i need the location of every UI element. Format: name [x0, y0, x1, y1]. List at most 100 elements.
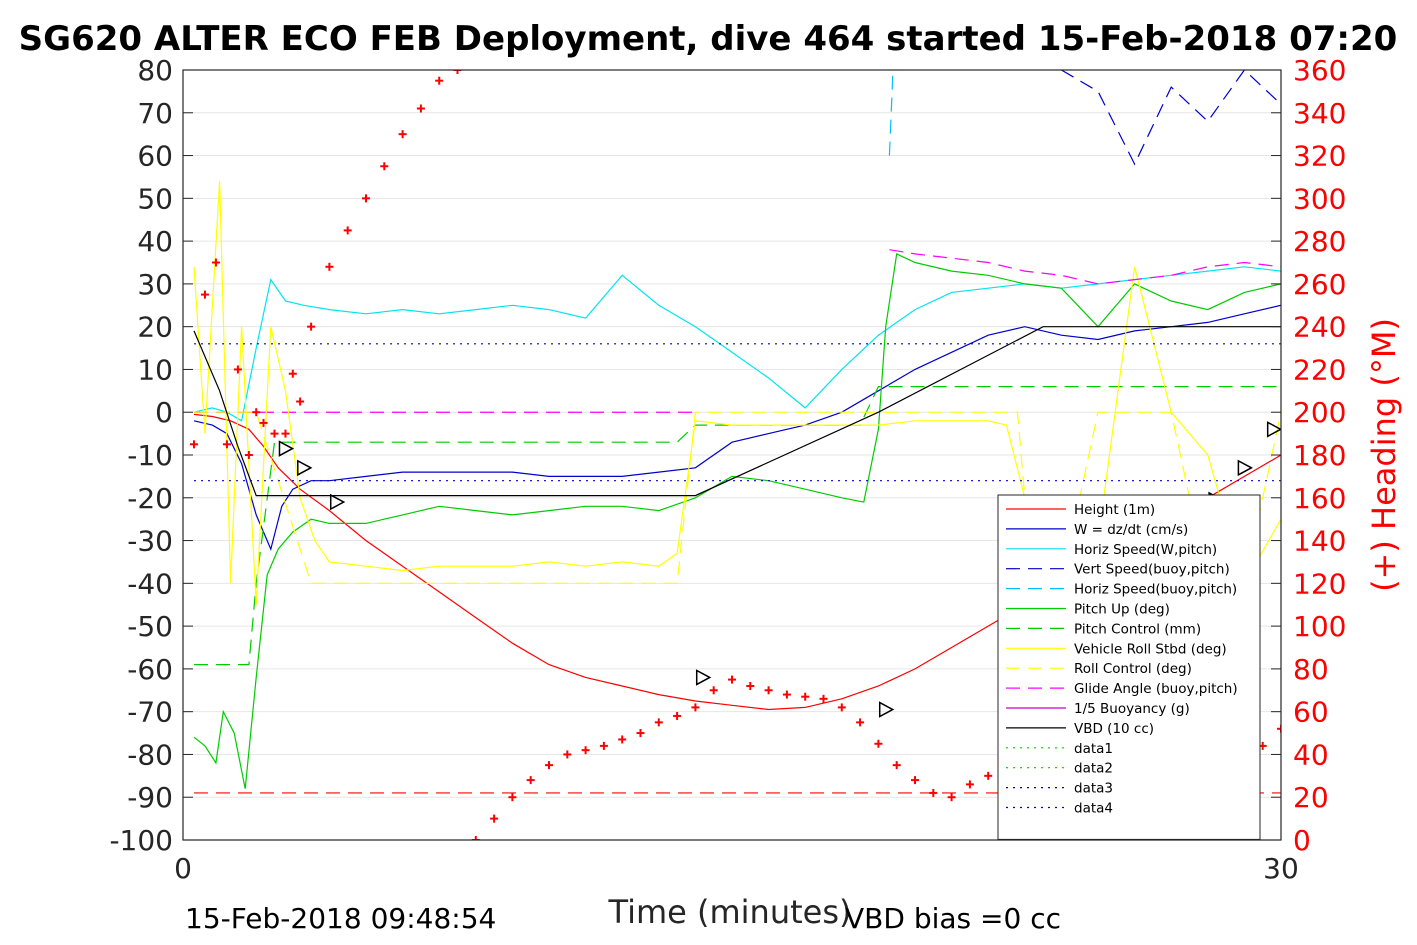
y-tick-label-left: -80 — [127, 738, 173, 771]
y-tick-label-right: 20 — [1293, 781, 1329, 814]
heading-point — [819, 694, 828, 703]
heading-point — [965, 780, 974, 789]
legend-label-data4: data4 — [1074, 801, 1113, 817]
legend-label-horiz_speed: Horiz Speed(W,pitch) — [1074, 542, 1217, 558]
vbd-marker — [278, 440, 295, 457]
legend-label-roll: Vehicle Roll Stbd (deg) — [1074, 641, 1227, 657]
heading-point — [508, 793, 517, 802]
chart-title: SG620 ALTER ECO FEB Deployment, dive 464… — [19, 19, 1398, 59]
heading-point — [453, 70, 462, 74]
legend-label-data2: data2 — [1074, 761, 1113, 777]
vbd-marker — [1266, 421, 1281, 438]
y-tick-label-left: 0 — [155, 396, 173, 429]
heading-point — [728, 675, 736, 684]
series-pitch_up — [193, 253, 1281, 789]
heading-point — [801, 692, 810, 701]
y-tick-label-right: 140 — [1293, 525, 1346, 558]
legend-label-data1: data1 — [1074, 741, 1113, 757]
heading-point — [782, 690, 791, 699]
heading-point — [654, 718, 663, 727]
legend-label-horiz_speed_buoy: Horiz Speed(buoy,pitch) — [1074, 582, 1237, 598]
y-tick-label-left: -60 — [127, 653, 173, 686]
series-glide_angle — [889, 249, 1281, 285]
y-tick-label-right: 60 — [1293, 696, 1329, 729]
y-tick-label-left: 20 — [137, 311, 173, 344]
y-tick-label-right: 340 — [1293, 97, 1346, 130]
y-tick-label-left: -100 — [109, 824, 173, 857]
y-tick-label-left: -70 — [127, 696, 173, 729]
legend-label-roll_control: Roll Control (deg) — [1074, 661, 1192, 677]
y-tick-label-left: 10 — [137, 353, 173, 386]
heading-point — [259, 418, 268, 427]
y-tick-label-left: 60 — [137, 140, 173, 173]
heading-point — [325, 262, 334, 271]
vbd-marker — [297, 459, 313, 477]
heading-point — [189, 440, 198, 449]
y-tick-label-left: -90 — [127, 781, 173, 814]
y-tick-label-right: 300 — [1293, 182, 1346, 215]
x-axis-label: Time (minutes) — [608, 893, 852, 931]
series-horiz_speed_buoy — [888, 70, 897, 156]
heading-point — [471, 836, 480, 840]
heading-point — [270, 429, 279, 438]
heading-point — [200, 290, 209, 299]
legend-label-height: Height (1m) — [1074, 502, 1155, 518]
heading-point — [233, 365, 242, 374]
heading-point — [211, 258, 220, 267]
heading-point — [252, 408, 261, 417]
heading-point — [929, 788, 938, 797]
heading-point — [362, 194, 370, 203]
heading-point — [892, 761, 901, 770]
heading-point — [1277, 724, 1281, 733]
heading-point — [581, 746, 590, 755]
heading-point — [222, 440, 231, 449]
plot-frame — [182, 69, 1282, 841]
heading-point — [416, 104, 425, 113]
heading-point — [281, 429, 290, 438]
vbd-marker — [695, 669, 712, 686]
heading-point — [856, 718, 865, 727]
heading-point — [691, 703, 700, 712]
y-tick-label-left: -40 — [127, 567, 173, 600]
y-tick-label-right: 260 — [1293, 268, 1346, 301]
heading-point — [636, 729, 645, 738]
y-tick-label-left: 80 — [137, 54, 173, 87]
y-tick-label-right: 320 — [1293, 140, 1346, 173]
vbd-bias-label: VBD bias =0 cc — [845, 902, 1061, 935]
heading-point — [398, 130, 407, 139]
x-tick-label: 30 — [1263, 852, 1299, 885]
vbd-marker — [1237, 459, 1253, 477]
series-vbd — [193, 326, 1281, 497]
heading-point — [746, 682, 755, 690]
y-tick-label-right: 200 — [1293, 396, 1346, 429]
heading-point — [244, 451, 253, 459]
timestamp-label: 15-Feb-2018 09:48:54 — [185, 902, 496, 935]
heading-point — [307, 322, 316, 331]
y-tick-label-right: 220 — [1293, 353, 1346, 386]
y-tick-label-left: -30 — [127, 525, 173, 558]
heading-point — [618, 735, 627, 744]
y-tick-label-right: 180 — [1293, 439, 1346, 472]
vbd-marker — [329, 493, 346, 511]
legend-label-data3: data3 — [1074, 781, 1113, 797]
heading-point — [764, 686, 773, 695]
vbd-marker — [878, 701, 895, 718]
heading-point — [563, 750, 572, 759]
legend: Height (1m) W = dz/dt (cm/s) Horiz Speed(W… — [997, 494, 1261, 840]
y-tick-label-left: 40 — [137, 225, 173, 258]
heading-point — [911, 776, 919, 785]
y-tick-label-right: 280 — [1293, 225, 1346, 258]
heading-point — [599, 741, 608, 750]
legend-label-pitch_control: Pitch Control (mm) — [1074, 621, 1201, 637]
x-tick-label: 0 — [174, 852, 192, 885]
heading-point — [874, 739, 883, 748]
y-tick-label-right: 40 — [1293, 738, 1329, 771]
legend-label-pitch_up: Pitch Up (deg) — [1074, 602, 1170, 618]
heading-point — [288, 369, 297, 378]
y-tick-label-left: 70 — [137, 97, 173, 130]
legend-label-glide_angle: Glide Angle (buoy,pitch) — [1074, 681, 1238, 697]
heading-point — [490, 814, 499, 823]
y-tick-label-right: 240 — [1293, 311, 1346, 344]
y-tick-label-right: 120 — [1293, 567, 1346, 600]
